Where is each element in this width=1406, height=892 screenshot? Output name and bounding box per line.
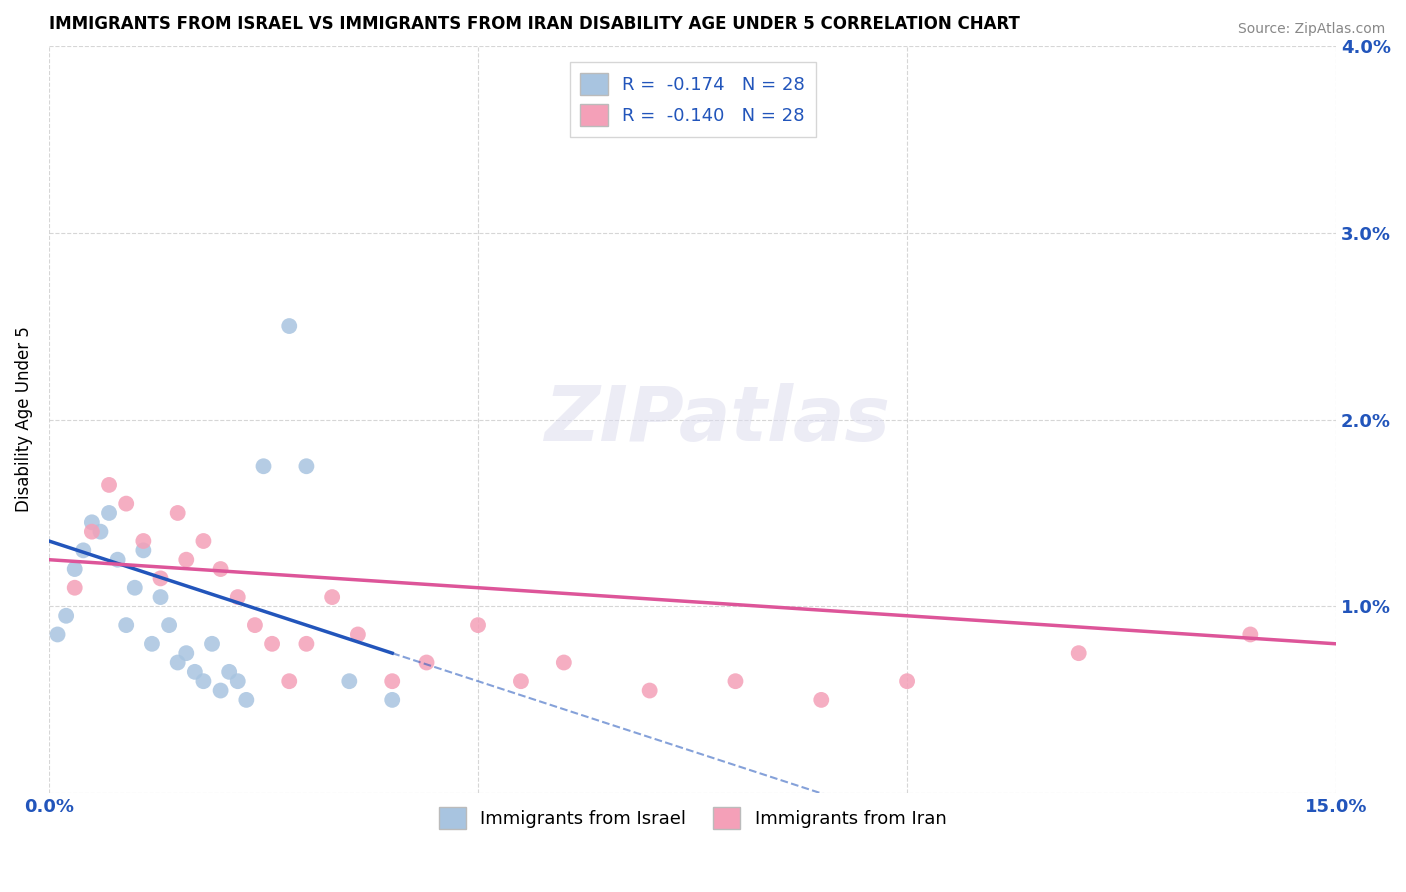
Point [72,543,94,558]
Point [321,590,343,604]
Point [235,693,257,707]
Point [810,693,832,707]
Point [724,674,747,689]
Point [124,581,146,595]
Point [174,646,197,660]
Point [510,674,533,689]
Point [115,497,138,511]
Point [381,693,404,707]
Point [184,665,207,679]
Point [46,627,69,641]
Point [243,618,266,632]
Point [252,459,274,474]
Point [107,552,129,566]
Y-axis label: Disability Age Under 5: Disability Age Under 5 [15,326,32,512]
Point [262,637,284,651]
Point [1067,646,1090,660]
Point [166,506,188,520]
Point [638,683,661,698]
Point [1239,627,1261,641]
Point [467,618,489,632]
Point [193,674,215,689]
Point [295,459,318,474]
Point [132,534,155,549]
Point [347,627,370,641]
Text: Source: ZipAtlas.com: Source: ZipAtlas.com [1237,22,1385,37]
Point [98,478,121,492]
Point [226,590,249,604]
Point [80,516,103,530]
Point [174,552,197,566]
Point [89,524,111,539]
Point [149,571,172,585]
Point [149,590,172,604]
Text: ZIPatlas: ZIPatlas [546,383,891,457]
Text: IMMIGRANTS FROM ISRAEL VS IMMIGRANTS FROM IRAN DISABILITY AGE UNDER 5 CORRELATIO: IMMIGRANTS FROM ISRAEL VS IMMIGRANTS FRO… [49,15,1019,33]
Point [157,618,180,632]
Point [209,562,232,576]
Point [381,674,404,689]
Point [896,674,918,689]
Point [132,543,155,558]
Legend: Immigrants from Israel, Immigrants from Iran: Immigrants from Israel, Immigrants from … [432,800,953,837]
Point [553,656,575,670]
Point [209,683,232,698]
Point [80,524,103,539]
Point [226,674,249,689]
Point [201,637,224,651]
Point [337,674,360,689]
Point [55,608,77,623]
Point [218,665,240,679]
Point [278,674,301,689]
Point [63,581,86,595]
Point [295,637,318,651]
Point [166,656,188,670]
Point [98,506,121,520]
Point [115,618,138,632]
Point [278,319,301,334]
Point [415,656,437,670]
Point [193,534,215,549]
Point [141,637,163,651]
Point [63,562,86,576]
